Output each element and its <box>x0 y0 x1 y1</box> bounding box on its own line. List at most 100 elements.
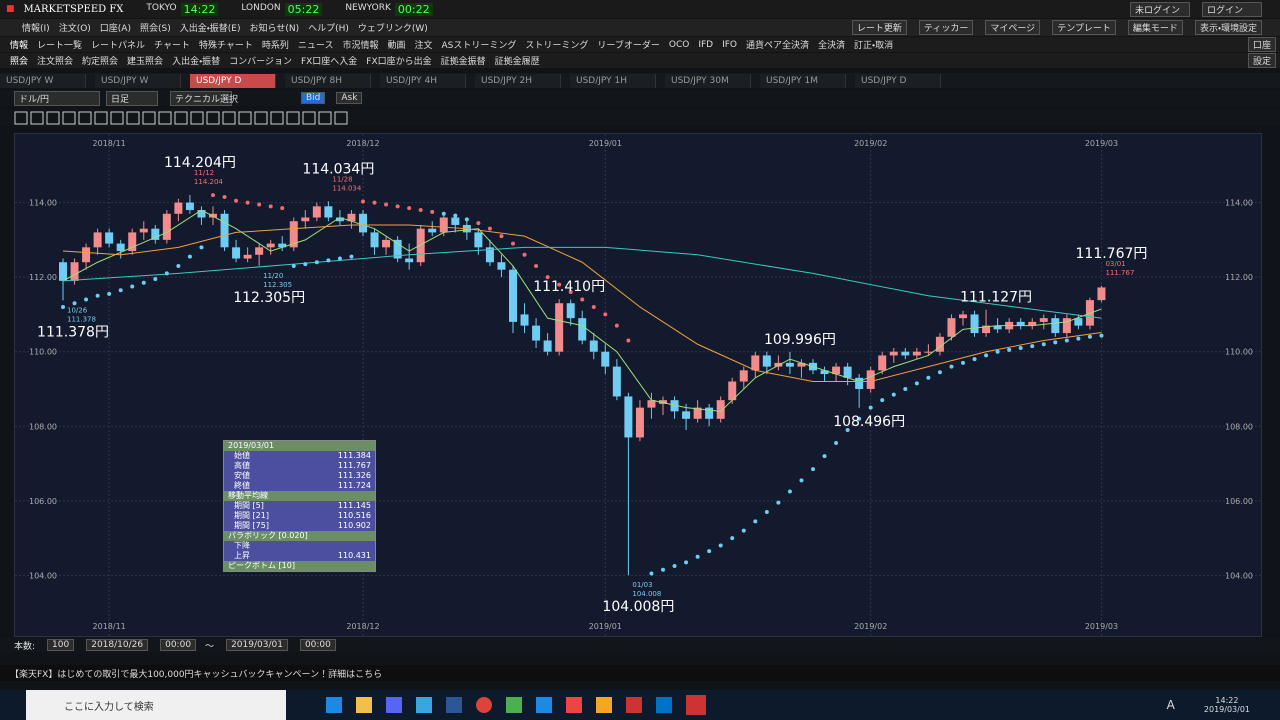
tab[interactable]: USD/JPY W <box>95 73 181 88</box>
range-from-time[interactable]: 00:00 <box>160 639 197 651</box>
sar-dot <box>130 284 135 289</box>
range-to-date[interactable]: 2019/03/01 <box>226 639 288 651</box>
row-value: 111.767 <box>337 461 371 470</box>
candle-body <box>555 303 564 352</box>
toolbar-item[interactable]: 市況情報 <box>342 41 379 51</box>
toolbar-item[interactable]: 訂正・取消 <box>854 41 894 51</box>
menu-button[interactable]: ティッカー <box>918 20 974 35</box>
range-from-date[interactable]: 2018/10/26 <box>86 639 149 651</box>
bid-button[interactable]: Bid <box>301 92 326 104</box>
sar-dot <box>372 200 377 205</box>
sar-dot <box>153 277 158 282</box>
candle-body <box>59 262 67 281</box>
technical-select[interactable]: テクニカル選択 <box>170 90 238 106</box>
x-tick-label: 2019/03 <box>1085 622 1118 631</box>
annotation-value: 104.008 <box>632 590 661 598</box>
panel-header: パラボリック [0.020] <box>224 531 375 541</box>
row-label: 下降 <box>234 541 250 550</box>
toolbar-item[interactable]: 証拠金振替 <box>440 57 486 67</box>
login-button[interactable]: ログイン <box>1202 1 1262 17</box>
menu-button[interactable]: レート更新 <box>851 20 907 35</box>
clock[interactable]: 14:22 2019/03/01 <box>1204 696 1250 714</box>
sar-dot <box>72 301 77 306</box>
tab[interactable]: USD/JPY 8H <box>285 73 371 88</box>
candle-body <box>1028 321 1037 326</box>
toolbar-item[interactable]: ASストリーミング <box>441 41 517 51</box>
moving-average <box>62 209 1102 412</box>
toolbar-item[interactable]: レート一覧 <box>37 41 83 51</box>
tab[interactable]: USD/JPY D <box>855 73 941 88</box>
annotation-value: 112.305 <box>263 281 292 289</box>
menu-item[interactable]: お知らせ(N) <box>249 24 300 34</box>
toolbar-item[interactable]: 入出金・振替 <box>172 57 221 67</box>
ask-button[interactable]: Ask <box>336 92 363 104</box>
toolbar-item[interactable]: リーブオーダー <box>597 41 660 51</box>
toolbar-item[interactable]: 証拠金履歴 <box>494 57 540 67</box>
tab[interactable]: USD/JPY 30M <box>665 73 751 88</box>
menu-button[interactable]: 表示・環境設定 <box>1194 20 1262 35</box>
tab[interactable]: USD/JPY 1M <box>760 73 846 88</box>
tab[interactable]: USD/JPY D <box>190 73 276 88</box>
taskbar-icons <box>326 695 706 715</box>
menu-item[interactable]: ヘルプ(H) <box>308 24 349 34</box>
toolbar-right[interactable]: 口座 <box>1247 37 1276 52</box>
candle-body <box>232 247 241 259</box>
toolbar-item[interactable]: FX口座へ入金 <box>300 57 358 67</box>
toolbar-item[interactable]: 建玉照会 <box>127 57 164 67</box>
ime-indicator[interactable]: A <box>1166 698 1175 712</box>
candle-body <box>1097 287 1106 301</box>
menu-item[interactable]: 入出金・振替(E) <box>179 24 241 34</box>
toolbar-item[interactable]: OCO <box>668 39 690 50</box>
login-button[interactable]: 未ログイン <box>1130 1 1190 17</box>
menu-item[interactable]: ウェブリンク(W) <box>357 24 428 34</box>
toolbar-item[interactable]: ストリーミング <box>525 41 589 51</box>
range-to-time[interactable]: 00:00 <box>299 639 336 651</box>
menu-button[interactable]: マイページ <box>985 20 1041 35</box>
menu-item[interactable]: 情報(I) <box>22 24 50 34</box>
toolbar-item[interactable]: コンバージョン <box>229 57 292 67</box>
candle-body <box>105 232 114 244</box>
x-tick-label: 2018/11 <box>93 139 126 148</box>
candle-body <box>151 228 160 240</box>
range-count[interactable]: 100 <box>47 639 75 651</box>
toolbar-item[interactable]: 通貨ペア全決済 <box>746 41 810 51</box>
menu-bar: 情報(I) 注文(O) 口座(A) 照会(S) 入出金・振替(E) お知らせ(N) ヘルプ(… <box>0 19 1280 36</box>
candle-body <box>255 247 264 255</box>
tab[interactable]: USD/JPY 4H <box>380 73 466 88</box>
menu-item[interactable]: 注文(O) <box>58 24 91 34</box>
menu-item[interactable]: 照会(S) <box>139 24 171 34</box>
banner[interactable]: 【楽天FX】はじめての取引で最大100,000円キャッシュバックキャンペーン！詳… <box>0 665 1280 681</box>
toolbar-item[interactable]: 動画 <box>387 41 406 51</box>
candle-body <box>716 400 725 419</box>
toolbar-item[interactable]: 約定照会 <box>82 57 119 67</box>
toolbar-item[interactable]: IFO <box>722 39 738 50</box>
toolbar-item[interactable]: 時系列 <box>261 41 289 51</box>
menu-item[interactable]: 口座(A) <box>99 24 131 34</box>
clock-city: LONDON <box>241 2 281 13</box>
toolbar-item[interactable]: レートパネル <box>91 41 146 51</box>
menu-button[interactable]: 編集モード <box>1127 20 1183 35</box>
sar-dot <box>1030 344 1035 349</box>
tab[interactable]: USD/JPY 2H <box>475 73 561 88</box>
menu-button[interactable]: テンプレート <box>1052 20 1116 35</box>
search-box[interactable]: ここに入力して検索 <box>26 690 286 720</box>
toolbar-item[interactable]: 全決済 <box>818 41 846 51</box>
toolbar-item[interactable]: IFD <box>698 39 714 50</box>
candle-body <box>993 325 1002 330</box>
toolbar-item[interactable]: チャート <box>154 41 190 51</box>
toolbar-item[interactable]: 注文 <box>414 41 433 51</box>
toolbar-item[interactable]: 特殊チャート <box>198 41 253 51</box>
annotation-label: 111.767円 <box>1076 246 1148 262</box>
y-tick-label: 108.00 <box>1225 422 1253 431</box>
tab[interactable]: USD/JPY W <box>0 73 86 88</box>
toolbar-right[interactable]: 設定 <box>1247 53 1276 68</box>
pair-select[interactable]: ドル/円 <box>14 90 100 106</box>
toolbar-item[interactable]: FX口座から出金 <box>366 57 432 67</box>
period-select[interactable]: 日足 <box>106 90 158 106</box>
tab[interactable]: USD/JPY 1H <box>570 73 656 88</box>
candle-body <box>70 262 79 281</box>
toolbar-item[interactable]: 注文照会 <box>37 57 74 67</box>
sar-dot <box>118 288 123 293</box>
toolbar-item[interactable]: ニュース <box>297 41 334 51</box>
